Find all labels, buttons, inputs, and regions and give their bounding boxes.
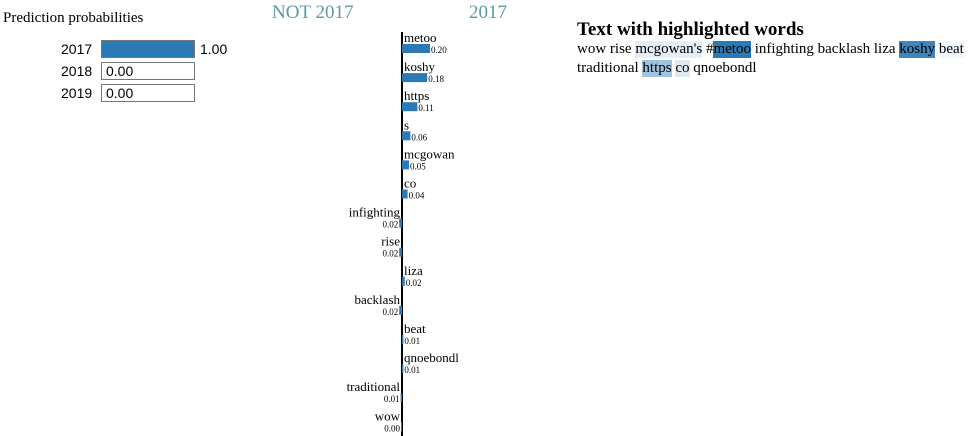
- feature-label: https: [404, 88, 429, 103]
- feature-bar: [402, 189, 408, 199]
- highlighted-text-title: Text with highlighted words: [577, 19, 804, 40]
- feature-label: wow: [375, 408, 401, 423]
- feature-bar: [399, 305, 402, 315]
- feature-bar: [402, 276, 405, 286]
- highlighted-text-body: wow rise mcgowan's #metoo infighting bac…: [577, 40, 967, 78]
- prediction-class-label: 2019: [61, 85, 93, 101]
- not-class-header: NOT 2017: [272, 2, 354, 23]
- feature-label: co: [404, 176, 416, 191]
- feature-label: koshy: [404, 59, 436, 74]
- feature-value-label: 0.02: [406, 278, 422, 288]
- feature-value-label: 0.02: [382, 220, 398, 230]
- feature-bar: [402, 335, 404, 344]
- highlighted-word: infighting: [754, 41, 814, 57]
- highlighted-word: rise: [609, 41, 632, 57]
- feature-label: traditional: [347, 379, 401, 394]
- feature-bar: [401, 422, 402, 432]
- highlighted-word: koshy: [899, 41, 936, 58]
- feature-label: beat: [404, 321, 426, 336]
- class-header: 2017: [469, 2, 507, 23]
- feature-value-label: 0.01: [404, 365, 420, 375]
- feature-bar: [402, 44, 430, 53]
- feature-value-label: 0.00: [384, 423, 400, 433]
- feature-value-label: 0.04: [409, 191, 425, 201]
- highlighted-word: beat: [938, 41, 964, 58]
- feature-value-label: 0.05: [410, 161, 426, 171]
- prediction-value-inside: 0.00: [106, 85, 134, 101]
- feature-bar: [402, 364, 404, 374]
- feature-label: backlash: [355, 292, 401, 307]
- highlighted-word: traditional: [577, 60, 639, 76]
- feature-value-label: 0.18: [428, 74, 444, 84]
- feature-label: liza: [404, 263, 423, 278]
- feature-value-label: 0.02: [382, 249, 398, 259]
- highlighted-word: metoo: [713, 41, 751, 58]
- feature-value-label: 0.20: [431, 45, 447, 55]
- feature-bar: [402, 160, 409, 170]
- feature-value-label: 0.11: [418, 103, 433, 113]
- prediction-value-inside: 0.00: [106, 63, 134, 79]
- feature-label: rise: [381, 234, 400, 249]
- feature-bar: [402, 73, 428, 83]
- feature-value-label: 0.06: [411, 132, 427, 142]
- prediction-bar: 0.00: [101, 62, 195, 80]
- feature-label: metoo: [404, 30, 437, 45]
- feature-label: infighting: [349, 205, 401, 220]
- highlighted-word: wow: [577, 41, 607, 57]
- prediction-value: 1.00: [200, 41, 228, 57]
- feature-label: s: [404, 117, 409, 132]
- feature-bar: [400, 393, 402, 403]
- prediction-class-label: 2017: [61, 41, 93, 57]
- highlighted-word: backlash: [817, 41, 871, 57]
- prediction-bar: [101, 40, 195, 58]
- feature-value-label: 0.01: [384, 394, 400, 404]
- highlighted-word: co: [675, 60, 690, 77]
- highlighted-word: mcgowan's: [635, 41, 703, 58]
- feature-value-label: 0.02: [382, 307, 398, 317]
- feature-bar: [402, 131, 411, 141]
- feature-bar: [399, 218, 402, 228]
- feature-value-label: 0.01: [404, 336, 420, 346]
- prediction-bar: 0.00: [101, 84, 195, 102]
- feature-bar: [399, 247, 402, 257]
- feature-label: qnoebondl: [404, 350, 459, 365]
- highlighted-word: qnoebondl: [693, 60, 757, 76]
- highlighted-word: https: [642, 60, 672, 77]
- feature-bar: [402, 102, 418, 112]
- feature-label: mcgowan: [404, 146, 455, 161]
- prediction-bar-fill: [102, 41, 194, 57]
- highlighted-word: liza: [873, 41, 896, 57]
- highlighted-word: #: [705, 41, 714, 57]
- prediction-probabilities-title: Prediction probabilities: [3, 10, 144, 26]
- prediction-class-label: 2018: [61, 63, 93, 79]
